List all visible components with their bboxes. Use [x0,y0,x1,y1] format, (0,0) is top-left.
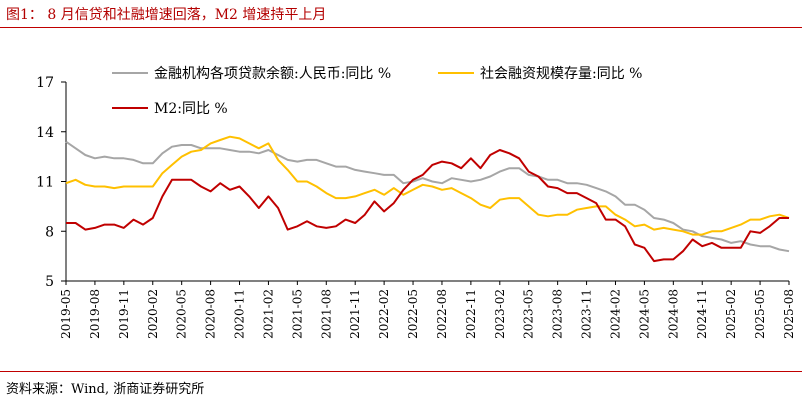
x-tick-label: 2022-08 [435,289,449,339]
x-tick-label: 2021-11 [348,289,362,339]
x-tick-label: 2021-08 [319,289,333,339]
y-tick-label: 5 [45,274,54,290]
series-line-loans [65,140,790,253]
figure-title: 图1： 8 月信贷和社融增速回落，M2 增速持平上月 [6,7,327,23]
footer-divider [0,371,802,372]
chart-axes: 5 8 11 14 17 2019-05 2019-08 2019-11 2020-02 2020… [36,75,796,339]
x-tick-label: 2022-05 [406,289,420,339]
x-tick-label: 2019-08 [88,289,102,339]
x-tick-label: 2023-08 [551,289,565,339]
y-tick-label: 11 [36,175,54,191]
legend-label-tsf: 社会融资规模存量:同比 % [480,66,642,82]
y-tick-label: 17 [36,75,54,91]
y-tick-label: 8 [45,224,54,240]
x-tick-label: 2022-02 [377,289,391,339]
x-tick-label: 2021-02 [261,289,275,339]
title-divider [0,27,802,28]
chart-lines [65,135,790,263]
x-tick-label: 2021-05 [290,289,304,339]
x-tick-label: 2024-11 [695,289,709,339]
x-tick-label: 2024-08 [666,289,680,339]
x-tick-label: 2024-02 [608,289,622,339]
x-tick-label: 2019-11 [117,289,131,339]
x-tick-label: 2025-08 [782,289,796,339]
y-tick-label: 14 [36,125,54,141]
x-tick-label: 2022-11 [464,289,478,339]
x-tick-label: 2019-05 [59,289,73,339]
x-tick-label: 2024-05 [637,289,651,339]
chart-legend: 金融机构各项贷款余额:人民币:同比 % 社会融资规模存量:同比 % M2:同比 % [112,65,642,117]
x-tick-label: 2025-02 [724,289,738,339]
x-tick-label: 2020-11 [233,289,247,339]
legend-label-m2: M2:同比 % [154,101,228,117]
source-note: 资料来源：Wind, 浙商证券研究所 [6,382,205,397]
x-tick-label: 2023-02 [493,289,507,339]
x-tick-label: 2020-02 [146,289,160,339]
x-tick-label: 2025-05 [753,289,767,339]
x-tick-label: 2020-05 [175,289,189,339]
legend-label-loans: 金融机构各项贷款余额:人民币:同比 % [154,65,391,82]
series-line-tsf [65,135,790,236]
series-line-m2 [66,149,789,263]
x-tick-label: 2023-05 [522,289,536,339]
x-tick-label: 2020-08 [204,289,218,339]
x-tick-label: 2023-11 [580,289,594,339]
